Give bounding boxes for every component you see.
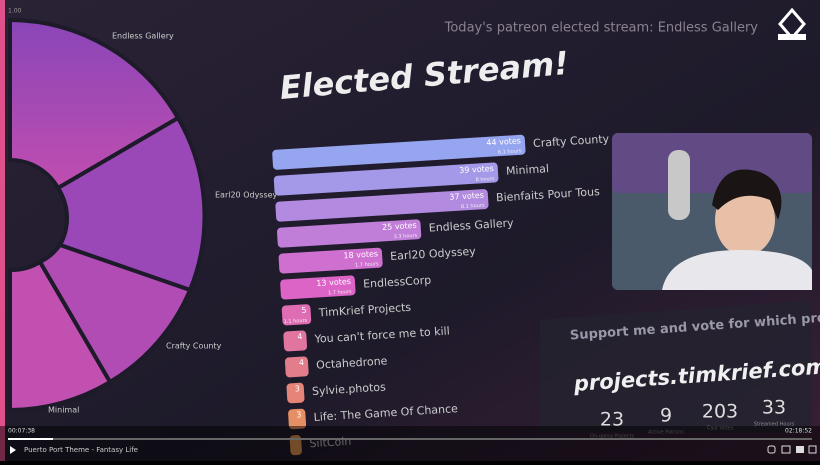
stat-label: Streamed Hours	[754, 422, 795, 428]
stat-value: 9	[660, 405, 672, 427]
pip-button[interactable]	[781, 445, 791, 454]
bar	[275, 189, 489, 222]
category-label: Earl20 Odyssey	[390, 245, 477, 263]
category-label: Bienfaits Pour Tous	[496, 185, 601, 204]
pie-slice	[8, 259, 113, 413]
value-label: 37 votes	[449, 191, 484, 202]
category-label: TimKrief Projects	[317, 301, 411, 320]
stat-value: 33	[762, 397, 786, 419]
value-label: 25 votes	[382, 221, 417, 232]
value-label: 3	[295, 384, 301, 393]
value-label: 39 votes	[459, 164, 494, 175]
category-label: Crafty County	[533, 132, 610, 150]
category-label: Minimal	[506, 162, 550, 178]
webcam	[612, 133, 812, 290]
fullscreen-button[interactable]	[808, 445, 817, 454]
theater-button[interactable]	[796, 446, 804, 453]
edge-strip	[0, 0, 5, 461]
pie-chart: Endless Gallery Earl20 Odyssey Crafty Co…	[8, 17, 278, 415]
bar	[288, 408, 307, 430]
total-time: 02:18:52	[785, 428, 812, 435]
value-label: 13 votes	[316, 277, 351, 288]
hours-label: 8.1 hours	[461, 203, 485, 210]
speed-label: 1.00	[8, 8, 22, 15]
bar	[272, 134, 526, 170]
pie-slice	[37, 242, 193, 385]
track-title: Puerto Port Theme - Fantasy Life	[24, 446, 138, 454]
pie-slice	[8, 17, 181, 191]
bar	[273, 162, 499, 196]
hours-label: 1.1 hours	[283, 318, 307, 325]
value-label: 4	[297, 332, 303, 341]
hours-label: 3.3 hours	[394, 233, 418, 240]
player-controls: 00:07:38 02:18:52 Puerto Port Theme - Fa…	[0, 426, 820, 461]
bar	[284, 356, 309, 378]
stat-value: 23	[600, 409, 624, 431]
category-label: EndlessCorp	[363, 274, 432, 291]
hours-label: 6.1 hours	[498, 148, 522, 155]
progress-fill	[8, 438, 53, 440]
pie-label: Earl20 Odyssey	[215, 191, 278, 200]
hours-label: 1.7 hours	[328, 289, 352, 296]
promo-panel: Support me and vote for which project I …	[540, 300, 820, 440]
bar	[283, 330, 308, 352]
stat-value: 203	[702, 401, 738, 423]
bar	[276, 219, 422, 248]
category-label: Octahedrone	[316, 354, 388, 371]
value-label: 5	[301, 306, 307, 315]
bar	[281, 304, 312, 326]
play-button[interactable]	[10, 446, 16, 454]
pie-label: Minimal	[48, 406, 79, 415]
bar	[278, 247, 383, 274]
hours-label: 1.7 hours	[355, 261, 379, 268]
value-label: 44 votes	[486, 136, 521, 147]
bar	[280, 275, 356, 300]
value-label: 3	[296, 410, 302, 419]
category-label: Sylvie.photos	[312, 380, 387, 397]
category-label: Endless Gallery	[428, 216, 514, 234]
value-label: 4	[299, 358, 305, 367]
logo	[778, 7, 806, 41]
current-time: 00:07:38	[8, 428, 35, 435]
pie-slice	[55, 115, 207, 293]
pie-label: Endless Gallery	[112, 32, 174, 41]
pie-label: Crafty County	[166, 342, 222, 351]
bar	[286, 382, 305, 404]
header: Today's patreon elected stream: Endless …	[444, 21, 759, 36]
progress-track[interactable]	[8, 438, 812, 440]
settings-button[interactable]	[767, 445, 776, 454]
hours-label: 8 hours	[475, 176, 495, 183]
value-label: 18 votes	[343, 249, 378, 260]
